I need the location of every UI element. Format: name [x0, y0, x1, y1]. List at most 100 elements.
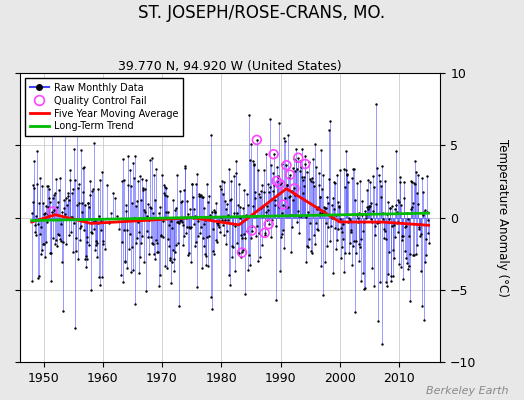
Point: [99, 238, 107, 244]
Point: [399, 276, 408, 282]
Point: [341, 184, 350, 190]
Point: [139, 258, 148, 265]
Point: [224, 272, 233, 278]
Point: [377, 341, 386, 347]
Point: [277, 161, 286, 168]
Point: [180, 186, 189, 193]
Point: [373, 165, 381, 171]
Point: [366, 179, 375, 186]
Point: [140, 209, 149, 215]
Point: [342, 166, 351, 173]
Point: [336, 255, 345, 262]
Point: [253, 222, 261, 229]
Point: [175, 220, 183, 226]
Point: [424, 240, 433, 246]
Point: [142, 288, 150, 294]
Point: [287, 212, 295, 218]
Point: [75, 237, 84, 244]
Point: [81, 264, 90, 270]
Point: [156, 204, 164, 210]
Point: [364, 177, 372, 183]
Point: [286, 172, 294, 178]
Point: [373, 220, 381, 226]
Point: [349, 166, 357, 172]
Point: [292, 219, 301, 226]
Point: [233, 240, 241, 246]
Point: [353, 219, 362, 225]
Point: [332, 246, 341, 253]
Point: [264, 206, 272, 213]
Point: [239, 213, 247, 220]
Point: [403, 210, 411, 216]
Point: [301, 161, 309, 167]
Point: [236, 204, 244, 210]
Point: [83, 239, 92, 246]
Point: [238, 205, 247, 211]
Point: [331, 180, 340, 186]
Point: [72, 202, 81, 208]
Point: [420, 209, 428, 215]
Point: [74, 181, 83, 188]
Point: [95, 213, 103, 219]
Point: [144, 201, 152, 208]
Point: [161, 184, 170, 190]
Point: [345, 240, 354, 246]
Point: [140, 206, 148, 213]
Point: [121, 259, 129, 266]
Point: [28, 210, 36, 216]
Point: [352, 180, 361, 186]
Point: [181, 163, 190, 169]
Point: [282, 204, 290, 210]
Point: [166, 255, 174, 262]
Point: [242, 212, 250, 219]
Point: [176, 188, 184, 195]
Point: [156, 232, 165, 238]
Point: [295, 230, 303, 236]
Point: [115, 226, 123, 232]
Point: [353, 212, 361, 218]
Point: [59, 239, 68, 245]
Point: [248, 227, 256, 234]
Point: [280, 135, 289, 141]
Point: [187, 224, 195, 230]
Point: [241, 231, 249, 238]
Point: [262, 209, 270, 216]
Point: [376, 178, 385, 184]
Point: [96, 227, 105, 234]
Point: [350, 166, 358, 172]
Point: [212, 237, 220, 244]
Point: [167, 279, 175, 286]
Point: [86, 178, 94, 184]
Point: [132, 240, 140, 246]
Point: [209, 248, 217, 255]
Point: [261, 151, 270, 157]
Point: [307, 178, 315, 184]
Point: [130, 215, 138, 222]
Point: [51, 241, 60, 247]
Point: [66, 166, 74, 173]
Point: [36, 231, 45, 238]
Point: [117, 272, 125, 278]
Point: [260, 230, 269, 236]
Point: [48, 208, 57, 215]
Point: [50, 206, 58, 213]
Point: [360, 286, 368, 292]
Point: [219, 221, 227, 228]
Point: [318, 210, 326, 216]
Point: [179, 221, 188, 228]
Point: [374, 219, 382, 225]
Point: [182, 198, 191, 204]
Point: [289, 164, 298, 171]
Point: [341, 250, 349, 256]
Point: [87, 287, 95, 293]
Point: [356, 178, 365, 184]
Point: [332, 212, 340, 218]
Point: [79, 188, 87, 195]
Point: [97, 218, 105, 225]
Point: [362, 212, 370, 218]
Point: [407, 177, 415, 184]
Text: ST. JOSEPH/ROSE-CRANS, MO.: ST. JOSEPH/ROSE-CRANS, MO.: [138, 4, 386, 22]
Point: [344, 219, 352, 226]
Point: [361, 208, 369, 215]
Point: [241, 290, 249, 297]
